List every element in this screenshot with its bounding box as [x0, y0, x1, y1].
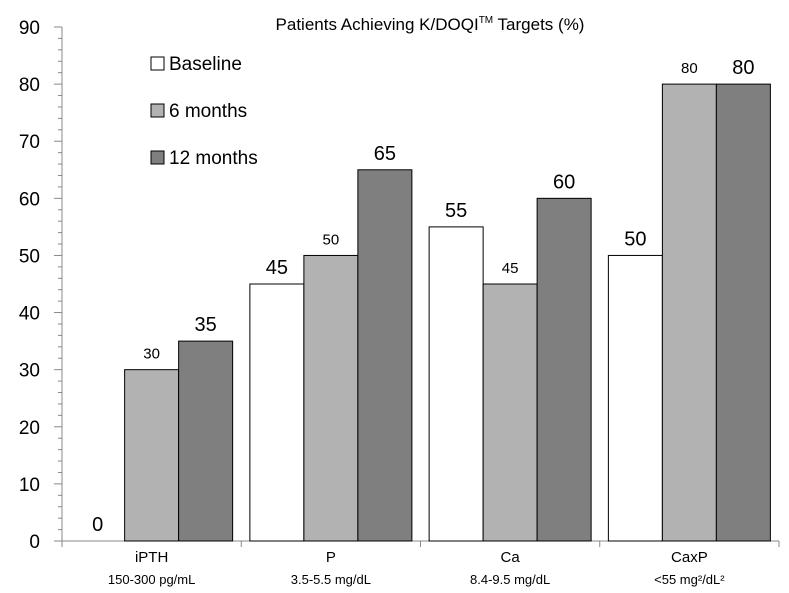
- x-category-label: P: [326, 549, 336, 566]
- bar-baseline-caxp: [607, 254, 663, 542]
- y-tick-label: 30: [19, 361, 40, 382]
- data-label: 35: [195, 314, 217, 336]
- chart-title: Patients Achieving K/DOQITM Targets (%): [276, 15, 585, 34]
- x-axis-labels: iPTH 150-300 pg/mL P 3.5-5.5 mg/dL Ca 8.4-9.5…: [108, 549, 725, 587]
- y-tick-label: 20: [19, 418, 40, 439]
- legend-label: 6 months: [169, 101, 247, 122]
- data-label: 65: [374, 143, 396, 165]
- data-label: 50: [624, 228, 646, 250]
- bar-baseline-ca: [428, 226, 484, 542]
- bar-6-months-caxp: [661, 83, 717, 542]
- y-tick-label: 40: [19, 304, 40, 325]
- data-label: 80: [732, 57, 754, 79]
- data-label: 0: [92, 514, 103, 536]
- data-label: 30: [143, 346, 160, 363]
- x-category-subtitle: 8.4-9.5 mg/dL: [470, 572, 550, 587]
- y-tick-label: 70: [19, 132, 40, 153]
- bar-12-months-ca: [536, 197, 592, 542]
- x-category-subtitle: 3.5-5.5 mg/dL: [291, 572, 371, 587]
- x-category-subtitle: <55 mg²/dL²: [654, 572, 725, 587]
- legend-swatch: [150, 56, 165, 71]
- bars: 0 30 35 45 50 65 55 45 60 50 80 80: [92, 57, 771, 542]
- legend-label: 12 months: [169, 148, 258, 169]
- legend-label: Baseline: [169, 54, 242, 75]
- bar-6-months-p: [303, 254, 359, 542]
- data-label: 50: [323, 231, 340, 248]
- legend-swatch: [150, 103, 165, 118]
- y-tick-label: 60: [19, 189, 40, 210]
- data-label: 55: [445, 200, 467, 222]
- bar-6-months-ca: [482, 283, 538, 542]
- data-label: 45: [266, 257, 288, 279]
- y-tick-label: 10: [19, 475, 40, 496]
- data-label: 80: [681, 60, 698, 77]
- x-category-label: CaxP: [671, 549, 708, 566]
- legend: Baseline 6 months 12 months: [150, 54, 258, 169]
- bar-12-months-ipth: [178, 340, 234, 542]
- bar-6-months-ipth: [124, 369, 180, 542]
- x-category-subtitle: 150-300 pg/mL: [108, 572, 195, 587]
- bar-baseline-p: [249, 283, 305, 542]
- x-category-label: Ca: [501, 549, 521, 566]
- y-tick-label: 80: [19, 75, 40, 96]
- data-label: 60: [553, 171, 575, 193]
- bar-12-months-caxp: [715, 83, 771, 542]
- x-category-label: iPTH: [135, 549, 168, 566]
- bar-12-months-p: [357, 169, 413, 542]
- y-tick-label: 90: [19, 18, 40, 39]
- y-tick-label: 0: [29, 532, 40, 553]
- data-label: 45: [502, 260, 519, 277]
- y-tick-label: 50: [19, 246, 40, 267]
- legend-swatch: [150, 150, 165, 165]
